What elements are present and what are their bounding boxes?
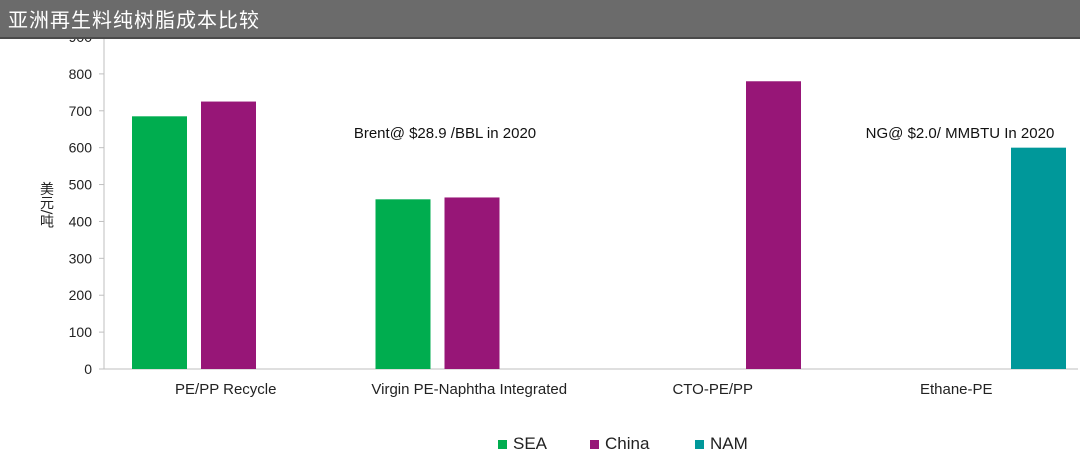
legend-item-china: China <box>590 432 649 456</box>
bar-china-2 <box>746 81 801 369</box>
y-tick-label: 400 <box>69 213 93 229</box>
legend-swatch <box>695 439 704 449</box>
y-tick-label: 800 <box>69 66 93 82</box>
y-tick-label: 0 <box>84 361 92 377</box>
y-tick-label: 200 <box>69 287 93 303</box>
legend-item-sea: SEA <box>498 432 547 456</box>
title-bar: 亚洲再生料纯树脂成本比较 <box>0 0 1080 39</box>
bar-sea-1 <box>375 199 431 369</box>
bar-chart: 0 100 200 300 400 500 600 700 800 900 美元/吨 PE/PP Re… <box>38 39 1078 398</box>
bar-china-1 <box>444 197 500 369</box>
bar-sea-0 <box>132 116 187 369</box>
x-tick-label: PE/PP Recycle <box>175 381 276 398</box>
x-tick-label: Virgin PE-Naphtha Integrated <box>371 381 567 398</box>
legend-swatch <box>498 439 507 449</box>
legend-label: NAM <box>710 434 748 453</box>
y-tick-label: 500 <box>69 177 93 193</box>
y-tick-label: 600 <box>69 140 93 156</box>
legend-item-nam: NAM <box>695 432 748 456</box>
page-title: 亚洲再生料纯树脂成本比较 <box>8 8 260 32</box>
chart-legend: SEA China NAM <box>0 432 1080 456</box>
annotation-1: Brent@ $28.9 /BBL in 2020 <box>354 125 536 142</box>
y-tick-label: 700 <box>69 103 93 119</box>
x-tick-label: Ethane-PE <box>920 381 993 398</box>
y-axis-label: 美元/吨 <box>38 182 54 229</box>
legend-swatch <box>590 439 599 449</box>
legend-label: SEA <box>513 434 548 453</box>
y-tick-label: 100 <box>69 324 93 340</box>
x-tick-label: CTO-PE/PP <box>672 381 753 398</box>
legend-label: China <box>605 434 650 453</box>
y-tick-label: 900 <box>69 39 93 45</box>
annotation-2: NG@ $2.0/ MMBTU In 2020 <box>866 125 1055 142</box>
y-tick-label: 300 <box>69 250 93 266</box>
bar-nam-3 <box>1011 147 1066 369</box>
bar-china-0 <box>201 101 256 370</box>
